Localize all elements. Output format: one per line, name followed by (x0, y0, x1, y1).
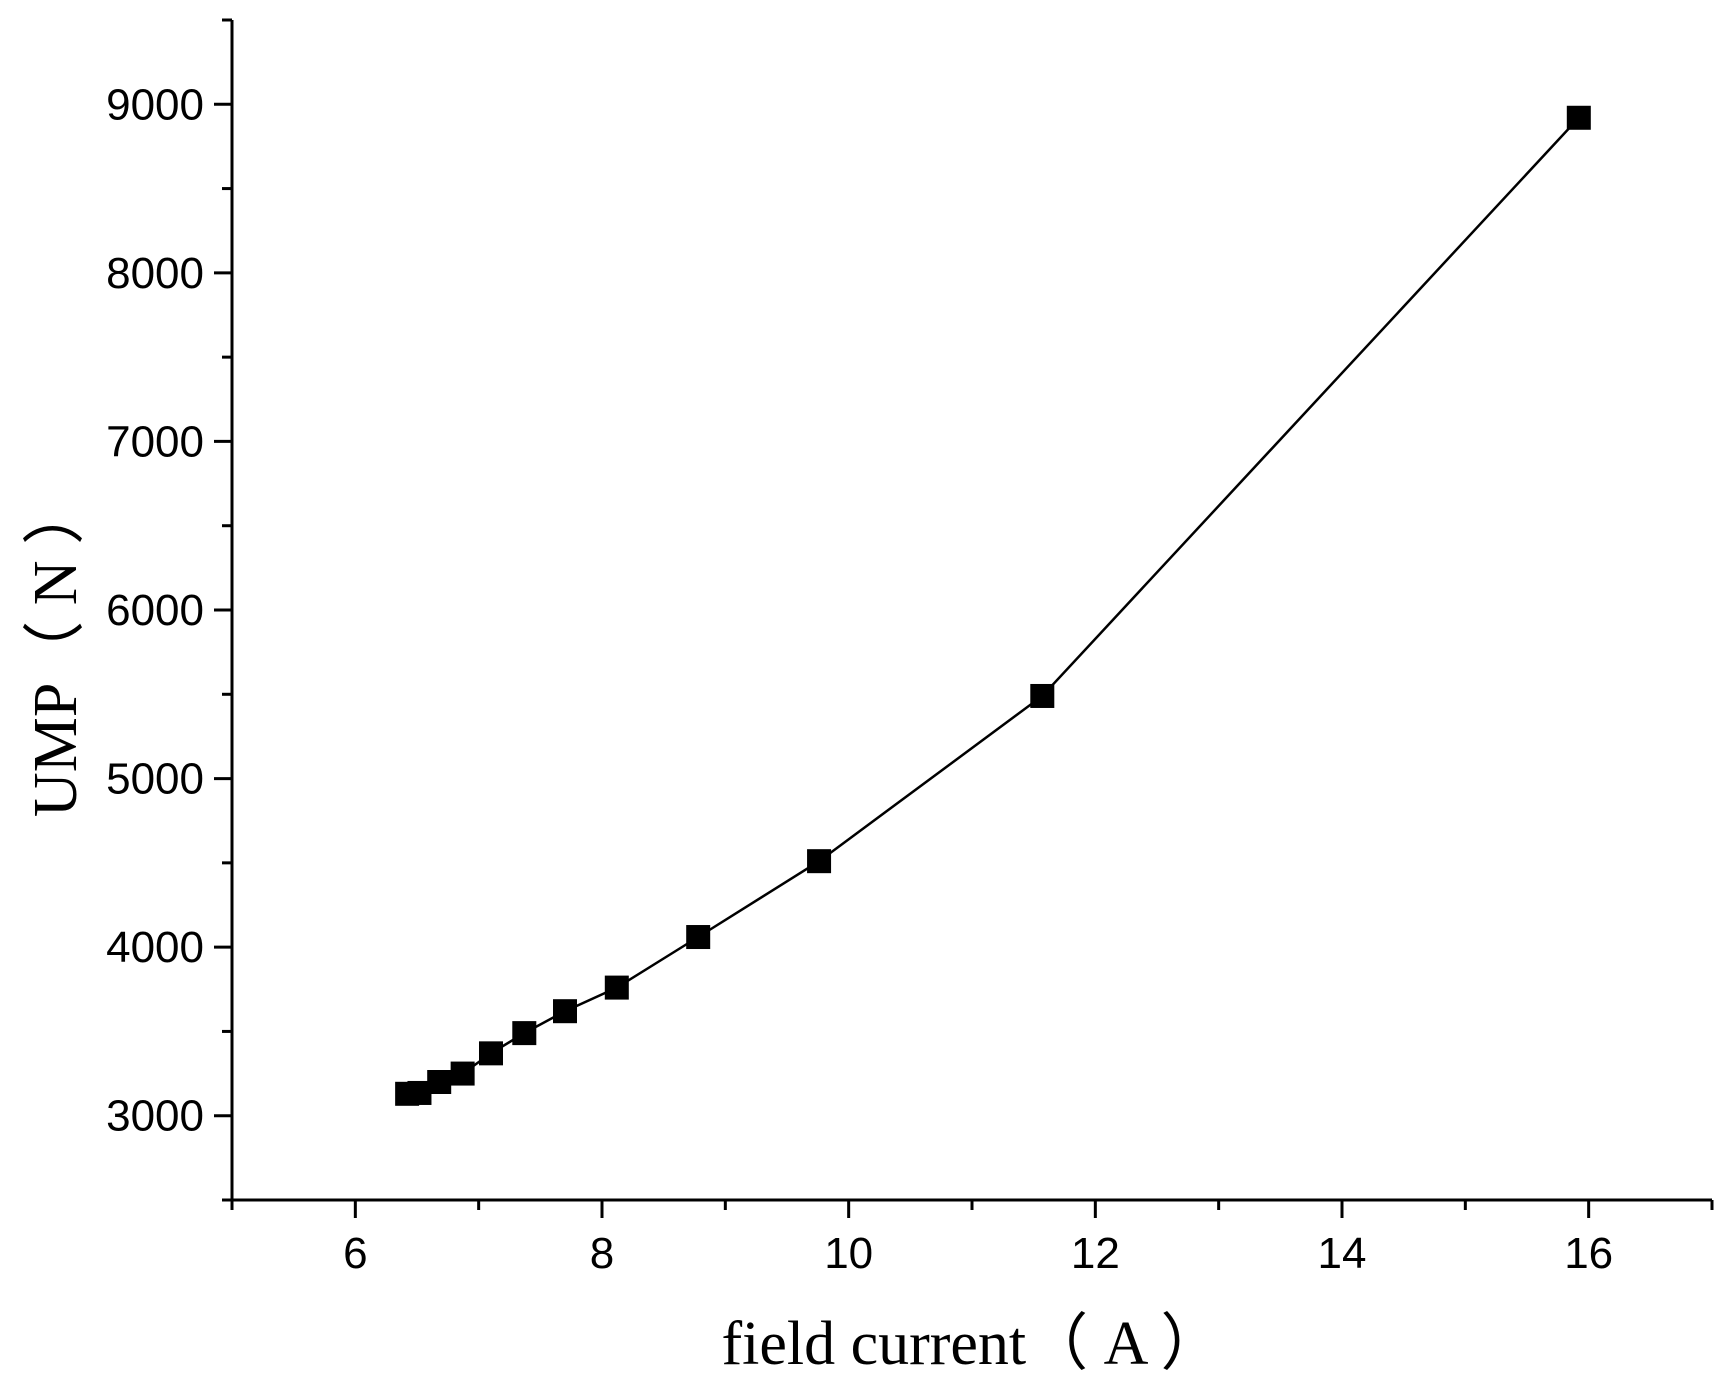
y-tick-label: 4000 (106, 923, 204, 972)
y-tick-label: 7000 (106, 417, 204, 466)
data-point (807, 849, 832, 874)
x-tick-label: 6 (343, 1229, 367, 1278)
data-point (512, 1021, 537, 1046)
y-tick-label: 6000 (106, 586, 204, 635)
y-axis-title: UMP（ N ） (22, 483, 90, 817)
data-point (1030, 683, 1055, 708)
series-line (407, 116, 1580, 1096)
data-point (1566, 105, 1591, 130)
y-tick-label: 3000 (106, 1092, 204, 1141)
series-layer (395, 105, 1591, 1106)
y-tick-label: 8000 (106, 249, 204, 298)
x-tick-label: 8 (590, 1229, 614, 1278)
x-tick-label: 12 (1071, 1229, 1120, 1278)
data-point (686, 925, 711, 950)
axes: 6 8 10 12 14 16 3000 4000 5000 6000 7000 8000 9000 (106, 18, 1714, 1278)
data-point (450, 1061, 475, 1086)
x-axis-title: field current（ A ） (721, 1310, 1222, 1378)
data-point (427, 1070, 452, 1094)
y-tick-label: 9000 (106, 80, 204, 129)
data-point (604, 975, 629, 1000)
x-tick-label: 16 (1564, 1229, 1613, 1278)
data-point (479, 1041, 503, 1066)
data-point (553, 999, 577, 1024)
x-tick-label: 10 (824, 1229, 873, 1278)
y-tick-label: 5000 (106, 755, 204, 804)
x-tick-label: 14 (1318, 1229, 1367, 1278)
